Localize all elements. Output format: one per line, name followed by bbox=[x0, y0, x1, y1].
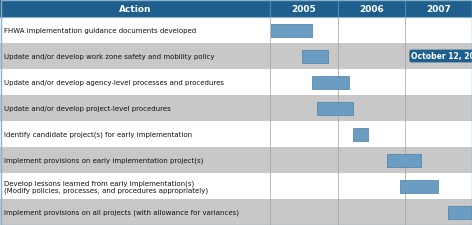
Bar bbox=[271, 24, 312, 37]
Bar bbox=[353, 128, 368, 141]
Text: Implement provisions on all projects (with allowance for variances): Implement provisions on all projects (wi… bbox=[4, 209, 239, 215]
Bar bbox=[317, 102, 353, 115]
Bar bbox=[0, 173, 472, 199]
Text: Action: Action bbox=[119, 4, 151, 13]
Text: (Modify policies, processes, and procedures appropriately): (Modify policies, processes, and procedu… bbox=[4, 187, 208, 193]
Text: Identify candidate project(s) for early implementation: Identify candidate project(s) for early … bbox=[4, 131, 192, 138]
Bar bbox=[0, 147, 472, 173]
Bar bbox=[312, 76, 349, 89]
Text: FHWA implementation guidance documents developed: FHWA implementation guidance documents d… bbox=[4, 28, 196, 34]
Bar bbox=[0, 44, 472, 70]
Bar bbox=[0, 70, 472, 96]
Bar bbox=[448, 206, 471, 218]
Text: Update and/or develop project-level procedures: Update and/or develop project-level proc… bbox=[4, 106, 171, 112]
Bar bbox=[387, 154, 421, 167]
Text: 2007: 2007 bbox=[426, 4, 451, 13]
Text: 2005: 2005 bbox=[292, 4, 316, 13]
Bar bbox=[0, 122, 472, 147]
Bar bbox=[0, 199, 472, 225]
Text: October 12, 2007: October 12, 2007 bbox=[411, 52, 472, 61]
Bar bbox=[302, 50, 328, 63]
Text: Update and/or develop agency-level processes and procedures: Update and/or develop agency-level proce… bbox=[4, 80, 224, 86]
Text: Develop lessons learned from early implementation(s): Develop lessons learned from early imple… bbox=[4, 180, 194, 186]
Bar bbox=[0, 96, 472, 122]
Text: 2006: 2006 bbox=[359, 4, 384, 13]
Bar bbox=[400, 180, 438, 193]
Text: Update and/or develop work zone safety and mobility policy: Update and/or develop work zone safety a… bbox=[4, 54, 214, 60]
Text: Implement provisions on early implementation project(s): Implement provisions on early implementa… bbox=[4, 157, 203, 164]
Bar bbox=[0, 18, 472, 44]
Bar bbox=[0, 0, 472, 18]
